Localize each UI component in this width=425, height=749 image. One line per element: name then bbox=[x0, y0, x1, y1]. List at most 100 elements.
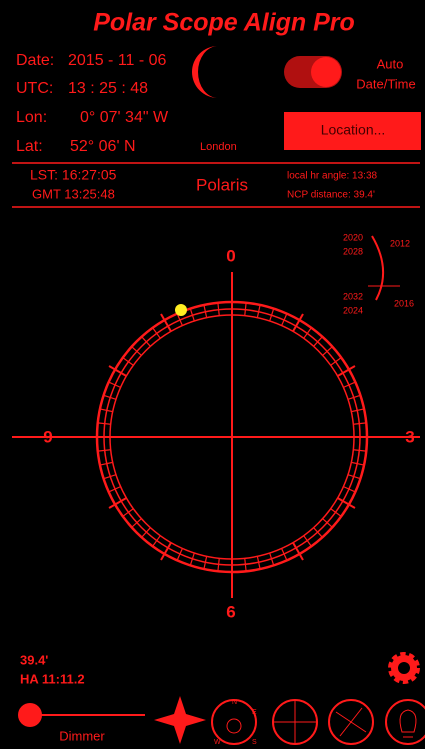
ring-tick bbox=[351, 461, 365, 466]
gmt: GMT 13:25:48 bbox=[32, 186, 115, 201]
ring-tick bbox=[189, 308, 195, 322]
ha-readout: HA 11:11.2 bbox=[20, 671, 85, 686]
ring-tick bbox=[160, 542, 172, 561]
ring-tick bbox=[97, 422, 111, 425]
polaris-position bbox=[175, 304, 187, 316]
reticle-top: 0 bbox=[226, 246, 235, 265]
gear-hole bbox=[398, 662, 410, 674]
ring-tick bbox=[203, 556, 208, 570]
reticle-left: 9 bbox=[43, 427, 52, 446]
icon-circle bbox=[328, 699, 374, 745]
dimmer-knob[interactable] bbox=[18, 703, 42, 727]
settings-gear[interactable] bbox=[388, 652, 420, 684]
ring-tick bbox=[160, 313, 172, 332]
lon-value: 0° 07' 34" W bbox=[80, 109, 169, 126]
location-button[interactable] bbox=[284, 112, 421, 150]
ring-tick bbox=[337, 365, 356, 377]
ring-tick bbox=[122, 357, 134, 366]
compass-tool[interactable]: N E S W bbox=[211, 699, 257, 746]
year-label: 2024 bbox=[343, 305, 363, 315]
ring-tick bbox=[330, 357, 342, 366]
ring-tick bbox=[337, 497, 356, 509]
utc-label: UTC: bbox=[16, 80, 53, 97]
lat-value: 52° 06' N bbox=[70, 138, 136, 155]
ring-tick bbox=[303, 327, 312, 339]
ring-tick bbox=[347, 474, 361, 480]
hour-angle: local hr angle: 13:38 bbox=[287, 171, 378, 182]
lon-label: Lon: bbox=[16, 109, 47, 126]
year-label: 2028 bbox=[343, 246, 363, 256]
compass-letter: S bbox=[252, 739, 257, 746]
ring-tick bbox=[103, 394, 117, 400]
reticle-right: 3 bbox=[405, 427, 414, 446]
ring-tick bbox=[292, 313, 304, 332]
ring-tick bbox=[189, 552, 195, 566]
ring-tick bbox=[108, 497, 127, 509]
ring-tick bbox=[141, 527, 151, 538]
star-icon bbox=[154, 696, 206, 744]
date-value: 2015 - 11 - 06 bbox=[68, 52, 167, 69]
dimmer-label: Dimmer bbox=[59, 728, 105, 743]
date-label: Date: bbox=[16, 52, 54, 69]
compass-letter: E bbox=[252, 709, 257, 716]
year-label: 2016 bbox=[394, 298, 414, 308]
ring-tick bbox=[343, 381, 356, 388]
star-name: Polaris bbox=[196, 175, 248, 194]
ring-tick bbox=[303, 535, 312, 547]
ring-tick bbox=[108, 486, 121, 493]
reticle-tool[interactable] bbox=[272, 699, 318, 745]
reticle bbox=[12, 272, 420, 598]
ring-tick bbox=[281, 548, 288, 561]
icon-inner bbox=[226, 718, 242, 734]
ring-tick bbox=[281, 313, 288, 326]
icon-circle bbox=[385, 699, 425, 745]
ring-tick bbox=[141, 336, 151, 347]
ring-tick bbox=[256, 304, 261, 318]
compass-letter: N bbox=[232, 699, 237, 706]
auto-label: Auto bbox=[377, 56, 404, 71]
utc-value: 13 : 25 : 48 bbox=[68, 80, 148, 97]
ring-tick bbox=[347, 394, 361, 400]
ring-tick bbox=[322, 346, 333, 356]
ring-tick bbox=[217, 558, 220, 572]
ring-tick bbox=[343, 486, 356, 493]
ring-tick bbox=[353, 422, 367, 425]
app-title: Polar Scope Align Pro bbox=[93, 9, 355, 37]
ring-tick bbox=[99, 461, 113, 466]
light-tool[interactable] bbox=[385, 699, 425, 745]
bulb-icon bbox=[399, 709, 417, 738]
year-label: 2012 bbox=[390, 238, 410, 248]
align-tool[interactable] bbox=[328, 699, 374, 745]
ring-tick bbox=[256, 556, 261, 570]
icon-circle bbox=[211, 699, 257, 745]
city: London bbox=[200, 141, 237, 153]
ncp-distance: NCP distance: 39.4' bbox=[287, 190, 375, 201]
toggle-knob bbox=[311, 57, 341, 87]
ring-tick bbox=[176, 548, 183, 561]
ring-tick bbox=[131, 518, 142, 528]
ring-tick bbox=[152, 327, 161, 339]
ring-tick bbox=[353, 449, 367, 452]
ring-tick bbox=[108, 381, 121, 388]
ring-tick bbox=[103, 474, 117, 480]
ring-tick bbox=[269, 552, 275, 566]
year-label: 2032 bbox=[343, 291, 363, 301]
star-tool[interactable] bbox=[154, 696, 206, 744]
auto-label-2: Date/Time bbox=[356, 76, 415, 91]
ring-tick bbox=[122, 508, 134, 517]
moon-phase bbox=[192, 46, 218, 98]
icon-lines bbox=[335, 707, 367, 737]
ring-tick bbox=[244, 558, 247, 572]
ring-tick bbox=[269, 308, 275, 322]
ring-tick bbox=[217, 302, 220, 316]
ring-tick bbox=[244, 302, 247, 316]
ring-tick bbox=[108, 365, 127, 377]
ring-tick bbox=[203, 304, 208, 318]
ring-tick bbox=[97, 449, 111, 452]
year-arc bbox=[371, 235, 385, 301]
ring-tick bbox=[322, 518, 333, 528]
ring-tick bbox=[131, 346, 142, 356]
distance-readout: 39.4' bbox=[20, 652, 48, 667]
lat-label: Lat: bbox=[16, 138, 43, 155]
year-label: 2020 bbox=[343, 232, 363, 242]
